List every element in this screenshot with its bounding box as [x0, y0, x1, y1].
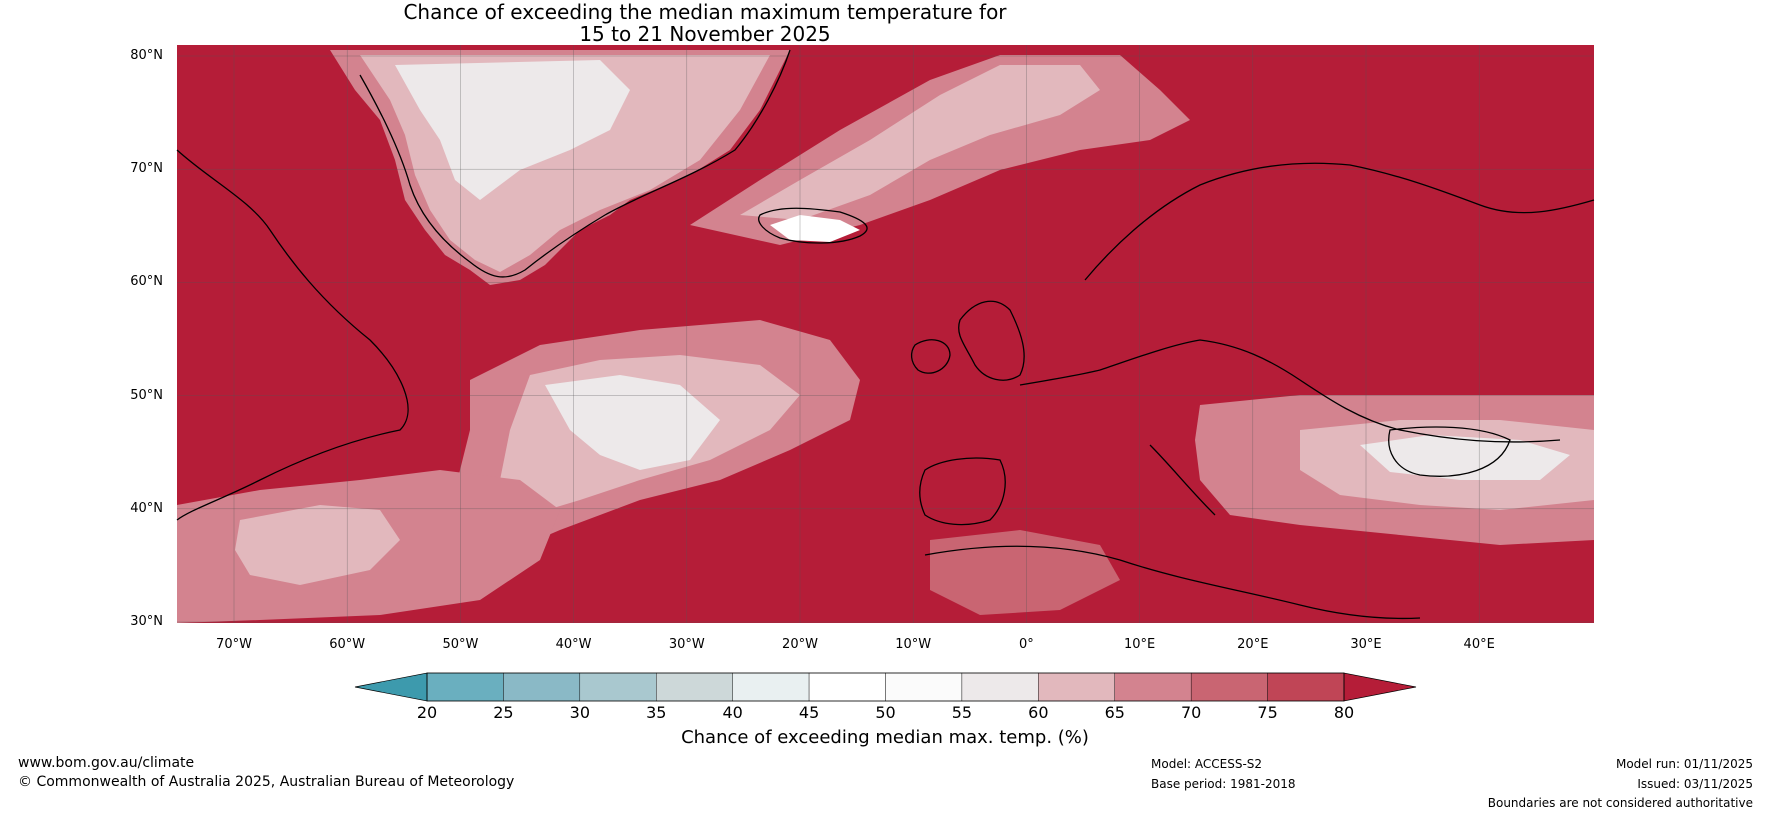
colorbar-tick: 75 [1257, 703, 1278, 722]
colorbar-tick: 80 [1333, 703, 1355, 722]
colorbar-title: Chance of exceeding median max. temp. (%… [681, 727, 1089, 748]
footer-url: www.bom.gov.au/climate [18, 755, 195, 771]
coast-iceland [758, 207, 868, 244]
colorbar-tick: 50 [875, 703, 896, 722]
longitude-label: 70°W [216, 637, 252, 652]
colorbar-tick: 70 [1180, 703, 1202, 722]
longitude-label: 30°E [1350, 637, 1382, 652]
longitude-label: 30°W [668, 637, 705, 652]
colorbar-tick: 55 [951, 703, 973, 722]
region-subtropical-light [235, 505, 400, 585]
longitude-label: 10°W [895, 637, 932, 652]
colorbar-tick: 65 [1104, 703, 1125, 722]
longitude-label: 10°E [1123, 637, 1156, 652]
colorbar-tick: 35 [646, 703, 667, 722]
coast-greenland [359, 49, 791, 278]
region-norwegian-sea-light [740, 65, 1100, 220]
colorbar-segment [808, 672, 886, 702]
colorbar-outline [426, 672, 1345, 702]
coast-scandinavia [1084, 162, 1595, 281]
colorbar-segment [1038, 672, 1115, 702]
longitude-label: 0° [1019, 637, 1034, 652]
longitude-label: 50°W [442, 637, 479, 652]
colorbar-segment [961, 672, 1039, 702]
coast-labrador [176, 149, 409, 521]
colorbar-segment [1267, 672, 1345, 702]
footer-model: Model: ACCESS-S2 [1151, 757, 1263, 771]
colorbar-segment [426, 672, 504, 702]
colorbar-segment [732, 672, 810, 702]
colorbar-segment [1114, 672, 1192, 702]
colorbar [354, 672, 1417, 702]
colorbar-segment [579, 672, 657, 702]
colorbar-tick: 20 [416, 703, 438, 722]
colorbar-segments [426, 672, 1345, 702]
colorbar-tick: 60 [1028, 703, 1049, 722]
longitude-label: 20°E [1237, 637, 1269, 652]
footer-model-run: Model run: 01/11/2025 [1615, 757, 1753, 771]
latitude-label: 50°N [130, 387, 163, 403]
latitude-label: 60°N [130, 274, 163, 290]
colorbar-right-extend [1343, 672, 1417, 702]
footer-issued: Issued: 03/11/2025 [1637, 777, 1753, 791]
coast-ireland [910, 339, 951, 374]
longitude-label: 60°W [329, 637, 366, 652]
map-panel [176, 45, 1595, 623]
coast-north-africa [924, 545, 1421, 620]
coast-europe [1019, 339, 1561, 443]
colorbar-segment [656, 672, 733, 702]
coast-italy [1149, 444, 1216, 516]
region-greenland-white [395, 60, 630, 200]
graticule-lines [177, 45, 1594, 623]
map-title-line2: 15 to 21 November 2025 [579, 22, 831, 46]
latitude-label: 40°N [130, 500, 163, 516]
longitude-label: 40°E [1463, 637, 1495, 652]
region-atlantic-white [545, 375, 720, 470]
latitude-label: 70°N [130, 161, 163, 177]
footer-base-period: Base period: 1981-2018 [1151, 777, 1296, 791]
region-blacksea-white [1360, 435, 1570, 480]
coast-iberia [919, 457, 1006, 526]
colorbar-tick: 25 [493, 703, 514, 722]
colorbar-tick: 45 [798, 703, 820, 722]
latitude-label: 30°N [130, 614, 163, 629]
coast-britain [958, 300, 1025, 381]
latitude-label: 80°N [130, 48, 163, 63]
footer-copyright: © Commonwealth of Australia 2025, Austra… [18, 774, 515, 790]
region-iceland-white [770, 215, 860, 242]
footer-disclaimer: Boundaries are not considered authoritat… [1487, 796, 1753, 810]
colorbar-left-extend [354, 672, 428, 702]
colorbar-segment [885, 672, 963, 702]
coastlines [176, 49, 1595, 620]
region-north-africa-lowmid [930, 530, 1120, 615]
longitude-label: 40°W [555, 637, 592, 652]
colorbar-segment [1190, 672, 1268, 702]
map-title-line1: Chance of exceeding the median maximum t… [403, 0, 1007, 24]
colorbar-segment [503, 672, 581, 702]
colorbar-tick: 30 [569, 703, 590, 722]
coast-blacksea [1388, 426, 1511, 477]
longitude-label: 20°W [782, 637, 818, 652]
colorbar-tick: 40 [722, 703, 743, 722]
